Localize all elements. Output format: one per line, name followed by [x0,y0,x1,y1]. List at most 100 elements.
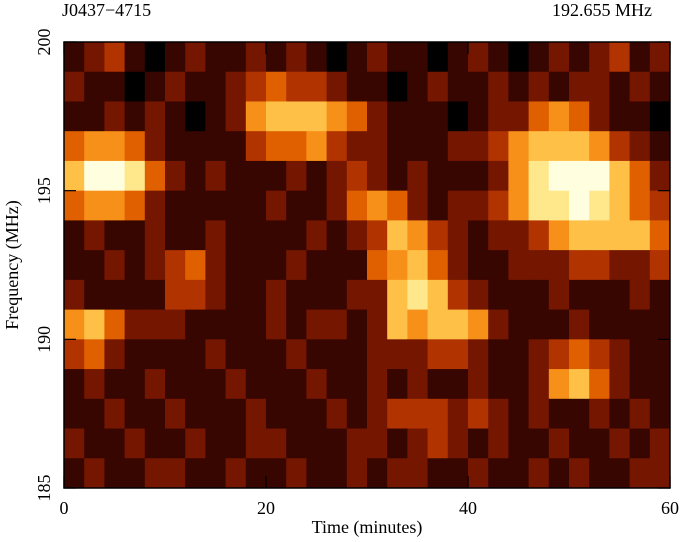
heatmap-cell [124,42,146,73]
heatmap-cell [185,339,206,370]
heatmap-cell [225,71,247,102]
heatmap-cell [609,160,631,192]
heatmap-cell [488,220,509,251]
x-axis-label: Time (minutes) [312,517,423,538]
heatmap-cell [569,71,590,102]
heatmap-cell [185,131,206,162]
heatmap-cell [468,190,489,221]
heatmap-cell [629,71,651,102]
heatmap-cell [245,42,267,73]
heatmap-cell [346,309,368,340]
heatmap-cell [589,42,610,73]
heatmap-cell [266,428,287,459]
heatmap-cell [124,369,146,400]
heatmap-cell [468,101,489,132]
heatmap-cell [185,101,206,132]
heatmap-cell [387,428,408,459]
heatmap-cell [185,250,206,281]
heatmap-cell [649,250,671,281]
heatmap-cell [569,190,590,221]
heatmap-cell [387,42,408,73]
heatmap-cell [528,220,550,251]
heatmap-cell [629,398,651,430]
heatmap-cell [144,160,166,192]
heatmap-cell [205,279,227,311]
heatmap-cell [387,131,408,162]
heatmap-cell [367,131,388,162]
heatmap-cell [569,101,590,132]
heatmap-cell [346,220,368,251]
heatmap-cell [84,160,105,192]
heatmap-cell [488,309,509,340]
heatmap-cell [84,398,105,430]
heatmap-cell [609,309,631,340]
heatmap-cell [144,42,166,73]
heatmap-cell [447,160,469,192]
heatmap-cell [165,190,186,221]
heatmap-cell [306,309,328,340]
heatmap-cell [245,369,267,400]
heatmap-cell [569,309,590,340]
heatmap-cell [306,250,328,281]
heatmap-cell [225,458,247,489]
heatmap-cell [64,428,85,459]
heatmap-cell [589,279,610,311]
heatmap-cell [468,250,489,281]
heatmap-cell [367,428,388,459]
heatmap-cell [629,339,651,370]
heatmap-cell [367,309,388,340]
heatmap-cell [508,160,530,192]
heatmap [64,42,671,489]
heatmap-cell [488,369,509,400]
heatmap-cell [488,190,509,221]
heatmap-cell [609,458,631,489]
heatmap-cell [84,42,105,73]
heatmap-cell [245,339,267,370]
heatmap-cell [286,250,307,281]
heatmap-cell [104,101,126,132]
heatmap-cell [205,428,227,459]
heatmap-cell [64,369,85,400]
heatmap-cell [528,279,550,311]
heatmap-cell [165,339,186,370]
heatmap-cell [427,131,449,162]
heatmap-cell [64,250,85,281]
heatmap-cell [144,428,166,459]
heatmap-cell [427,279,449,311]
heatmap-cell [144,190,166,221]
heatmap-cell [609,220,631,251]
heatmap-cell [548,428,570,459]
heatmap-cell [205,309,227,340]
heatmap-cell [185,309,206,340]
heatmap-cell [629,309,651,340]
heatmap-cell [225,369,247,400]
heatmap-cell [649,458,671,489]
heatmap-cell [589,309,610,340]
heatmap-cell [346,190,368,221]
heatmap-cell [407,160,429,192]
heatmap-cell [649,101,671,132]
heatmap-cell [104,250,126,281]
heatmap-cell [447,279,469,311]
heatmap-cell [447,190,469,221]
heatmap-cell [488,428,509,459]
heatmap-cell [548,131,570,162]
heatmap-cell [245,190,267,221]
heatmap-cell [326,309,348,340]
heatmap-cell [64,131,85,162]
heatmap-cell [589,398,610,430]
heatmap-cell [569,250,590,281]
heatmap-cell [104,160,126,192]
heatmap-cell [569,220,590,251]
heatmap-cell [609,369,631,400]
heatmap-cell [427,250,449,281]
heatmap-cell [609,71,631,102]
heatmap-cell [629,131,651,162]
heatmap-cell [165,101,186,132]
heatmap-cell [165,220,186,251]
heatmap-cell [84,279,105,311]
heatmap-cell [286,279,307,311]
heatmap-cell [326,190,348,221]
heatmap-cell [104,309,126,340]
heatmap-cell [508,398,530,430]
